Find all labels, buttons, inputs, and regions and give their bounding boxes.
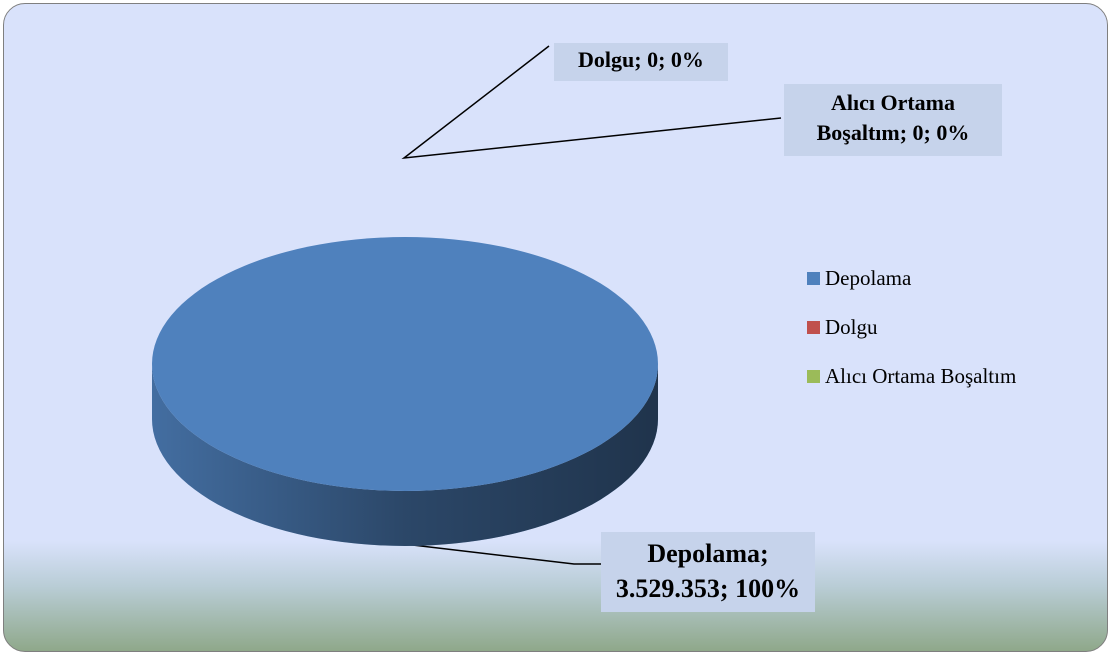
legend-item: Depolama	[807, 266, 911, 291]
legend-label: Dolgu	[825, 315, 878, 339]
pie-side-shade	[152, 364, 658, 546]
pie-canvas	[152, 45, 782, 565]
legend-swatch	[807, 370, 820, 383]
leader-line	[403, 543, 601, 565]
legend-item: Dolgu	[807, 315, 878, 340]
legend-swatch	[807, 272, 820, 285]
chart: Dolgu; 0; 0% Alıcı Ortama Boşaltım; 0; 0…	[3, 3, 1108, 652]
legend-label: Depolama	[825, 266, 912, 290]
data-label: Dolgu; 0; 0%	[554, 43, 728, 81]
legend-label: Alıcı Ortama Boşaltım	[825, 364, 1017, 388]
legend-item: Alıcı Ortama Boşaltım	[807, 364, 1016, 389]
data-label: Depolama; 3.529.353; 100%	[601, 532, 815, 612]
pie-slice	[152, 237, 658, 491]
data-label: Alıcı Ortama Boşaltım; 0; 0%	[784, 84, 1002, 156]
legend-swatch	[807, 321, 820, 334]
leader-line	[401, 45, 782, 160]
